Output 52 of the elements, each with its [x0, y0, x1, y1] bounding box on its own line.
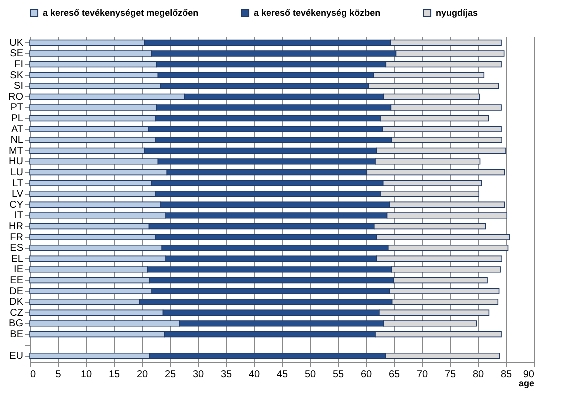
- y-tick-label: EE: [10, 275, 24, 286]
- y-tick-label: SE: [10, 48, 24, 60]
- x-tick-label: 15: [108, 370, 120, 380]
- x-tick-label: 90: [523, 370, 535, 380]
- y-tick-label: LU: [10, 168, 24, 179]
- x-tick-label: 75: [444, 370, 456, 380]
- x-tick-label: 65: [388, 370, 400, 380]
- y-tick-label: MT: [9, 146, 24, 157]
- y-tick-label: CY: [10, 200, 24, 211]
- y-tick-label: EL: [11, 254, 24, 265]
- x-tick-label: 25: [164, 370, 176, 380]
- y-tick-label: HR: [9, 221, 24, 232]
- x-tick-label: 45: [276, 370, 288, 380]
- y-tick-label: HU: [9, 156, 24, 168]
- legend-label: a kereső tevékenység közben: [254, 8, 381, 18]
- y-tick-label: UK: [10, 38, 24, 49]
- y-tick-label: CZ: [10, 308, 24, 319]
- x-tick-label: 10: [80, 370, 92, 380]
- y-tick-label: NL: [10, 135, 24, 146]
- y-tick-label: ES: [10, 243, 24, 254]
- y-tick-label: DE: [10, 286, 24, 298]
- y-tick-label: BG: [9, 318, 24, 330]
- x-tick-label: 0: [30, 370, 36, 380]
- x-tick-label: 55: [332, 370, 344, 380]
- y-tick-label: IE: [14, 264, 24, 276]
- y-tick-label: LT: [12, 178, 24, 190]
- y-tick-label: PL: [11, 114, 24, 125]
- x-tick-label: 70: [416, 370, 428, 380]
- y-tick-label: BE: [10, 329, 24, 340]
- x-tick-label: 40: [248, 370, 260, 380]
- x-tick-label: 85: [500, 370, 512, 380]
- y-tick-label: SI: [14, 81, 24, 92]
- x-tick-label: 50: [304, 370, 316, 380]
- y-tick-label: PT: [10, 102, 24, 114]
- y-tick-label: FI: [14, 60, 24, 71]
- y-tick-label: RO: [8, 92, 24, 103]
- y-tick-label: AT: [11, 124, 24, 136]
- x-tick-label: 30: [192, 370, 204, 380]
- y-tick-label: FR: [10, 232, 24, 244]
- y-tick-label: IT: [14, 210, 24, 222]
- y-tick-label: DK: [10, 297, 24, 308]
- x-tick-label: 60: [360, 370, 372, 380]
- x-tick-label: 20: [136, 370, 148, 380]
- y-tick-label: LV: [12, 189, 24, 200]
- legend-label: nyugdíjas: [436, 8, 478, 18]
- y-tick-label: SK: [10, 70, 24, 82]
- legend-label: a kereső tevékenységet megelőzően: [43, 8, 199, 18]
- x-tick-label: 80: [472, 370, 484, 380]
- x-axis-title: age: [518, 378, 534, 388]
- x-tick-label: 35: [220, 370, 232, 380]
- x-tick-label: 5: [56, 370, 62, 380]
- y-tick-label: EU: [10, 351, 24, 362]
